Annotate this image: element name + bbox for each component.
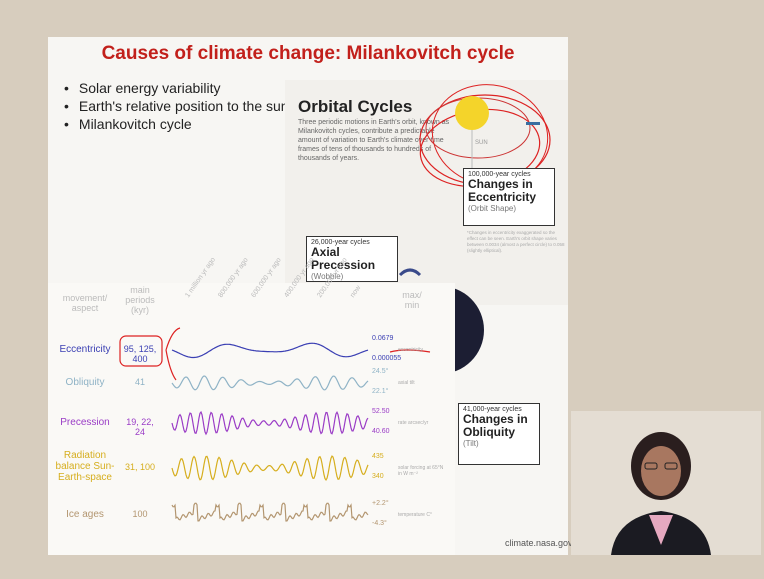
row-min: 22.1°	[372, 388, 388, 395]
row-max: 52.50	[372, 408, 390, 415]
row-periods: 100	[120, 509, 160, 519]
cycle-wave	[172, 343, 368, 357]
row-max: 24.5°	[372, 368, 388, 375]
row-unit: rate arcsec/yr	[398, 420, 446, 426]
row-max: 435	[372, 453, 384, 460]
presenter-face	[641, 446, 681, 496]
cycle-wave	[172, 456, 368, 480]
row-unit: solar forcing at 65°N in W m⁻²	[398, 465, 446, 477]
row-min: 40.60	[372, 428, 390, 435]
row-min: 340	[372, 473, 384, 480]
page: Causes of climate change: Milankovitch c…	[0, 0, 764, 579]
row-min: -4.3°	[372, 520, 387, 527]
row-periods: 19, 22, 24	[120, 417, 160, 437]
row-unit: temperature C°	[398, 512, 446, 518]
cycle-wave	[172, 412, 368, 434]
row-unit: axial tilt	[398, 380, 446, 386]
row-name: Precession	[50, 417, 120, 428]
row-min: 0.000055	[372, 355, 401, 362]
row-name: Ice ages	[50, 509, 120, 520]
presenter-video	[571, 411, 761, 555]
source: climate.nasa.gov	[505, 538, 573, 548]
row-periods: 41	[120, 377, 160, 387]
row-periods: 95, 125, 400	[120, 344, 160, 364]
row-name: Eccentricity	[50, 344, 120, 355]
row-max: +2.2°	[372, 500, 389, 507]
row-name: Obliquity	[50, 377, 120, 388]
row-name: Radiation balance Sun-Earth-space	[50, 450, 120, 483]
row-unit: eccentricity	[398, 347, 446, 353]
row-max: 0.0679	[372, 335, 393, 342]
cycle-wave	[172, 376, 368, 390]
row-periods: 31, 100	[120, 462, 160, 472]
cycle-wave	[172, 503, 368, 521]
presenter	[571, 411, 761, 555]
